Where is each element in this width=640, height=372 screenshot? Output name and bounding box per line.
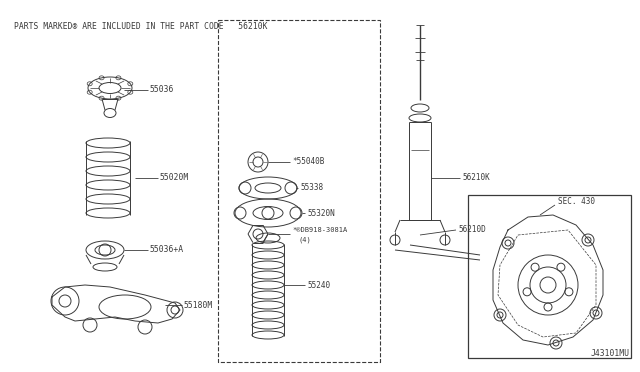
Text: 55036: 55036 (150, 86, 174, 94)
Bar (218, 20, 380, 362)
Text: 55240: 55240 (307, 280, 330, 289)
Text: J43101MU: J43101MU (591, 349, 630, 358)
Text: 55320N: 55320N (307, 208, 335, 218)
Text: 55020M: 55020M (160, 173, 189, 183)
Text: 56210K: 56210K (462, 173, 490, 183)
Text: (4): (4) (298, 237, 311, 243)
Text: 55036+A: 55036+A (150, 246, 184, 254)
Text: 55180M: 55180M (184, 301, 213, 310)
Text: *55040B: *55040B (292, 157, 324, 167)
Text: 55338: 55338 (300, 183, 323, 192)
Bar (468, 195, 631, 358)
Text: *®DB918-3081A: *®DB918-3081A (292, 227, 348, 233)
Text: PARTS MARKED® ARE INCLUDED IN THE PART CODE   56210K: PARTS MARKED® ARE INCLUDED IN THE PART C… (14, 22, 268, 31)
Text: SEC. 430: SEC. 430 (558, 198, 595, 206)
Text: 56210D: 56210D (458, 225, 486, 234)
